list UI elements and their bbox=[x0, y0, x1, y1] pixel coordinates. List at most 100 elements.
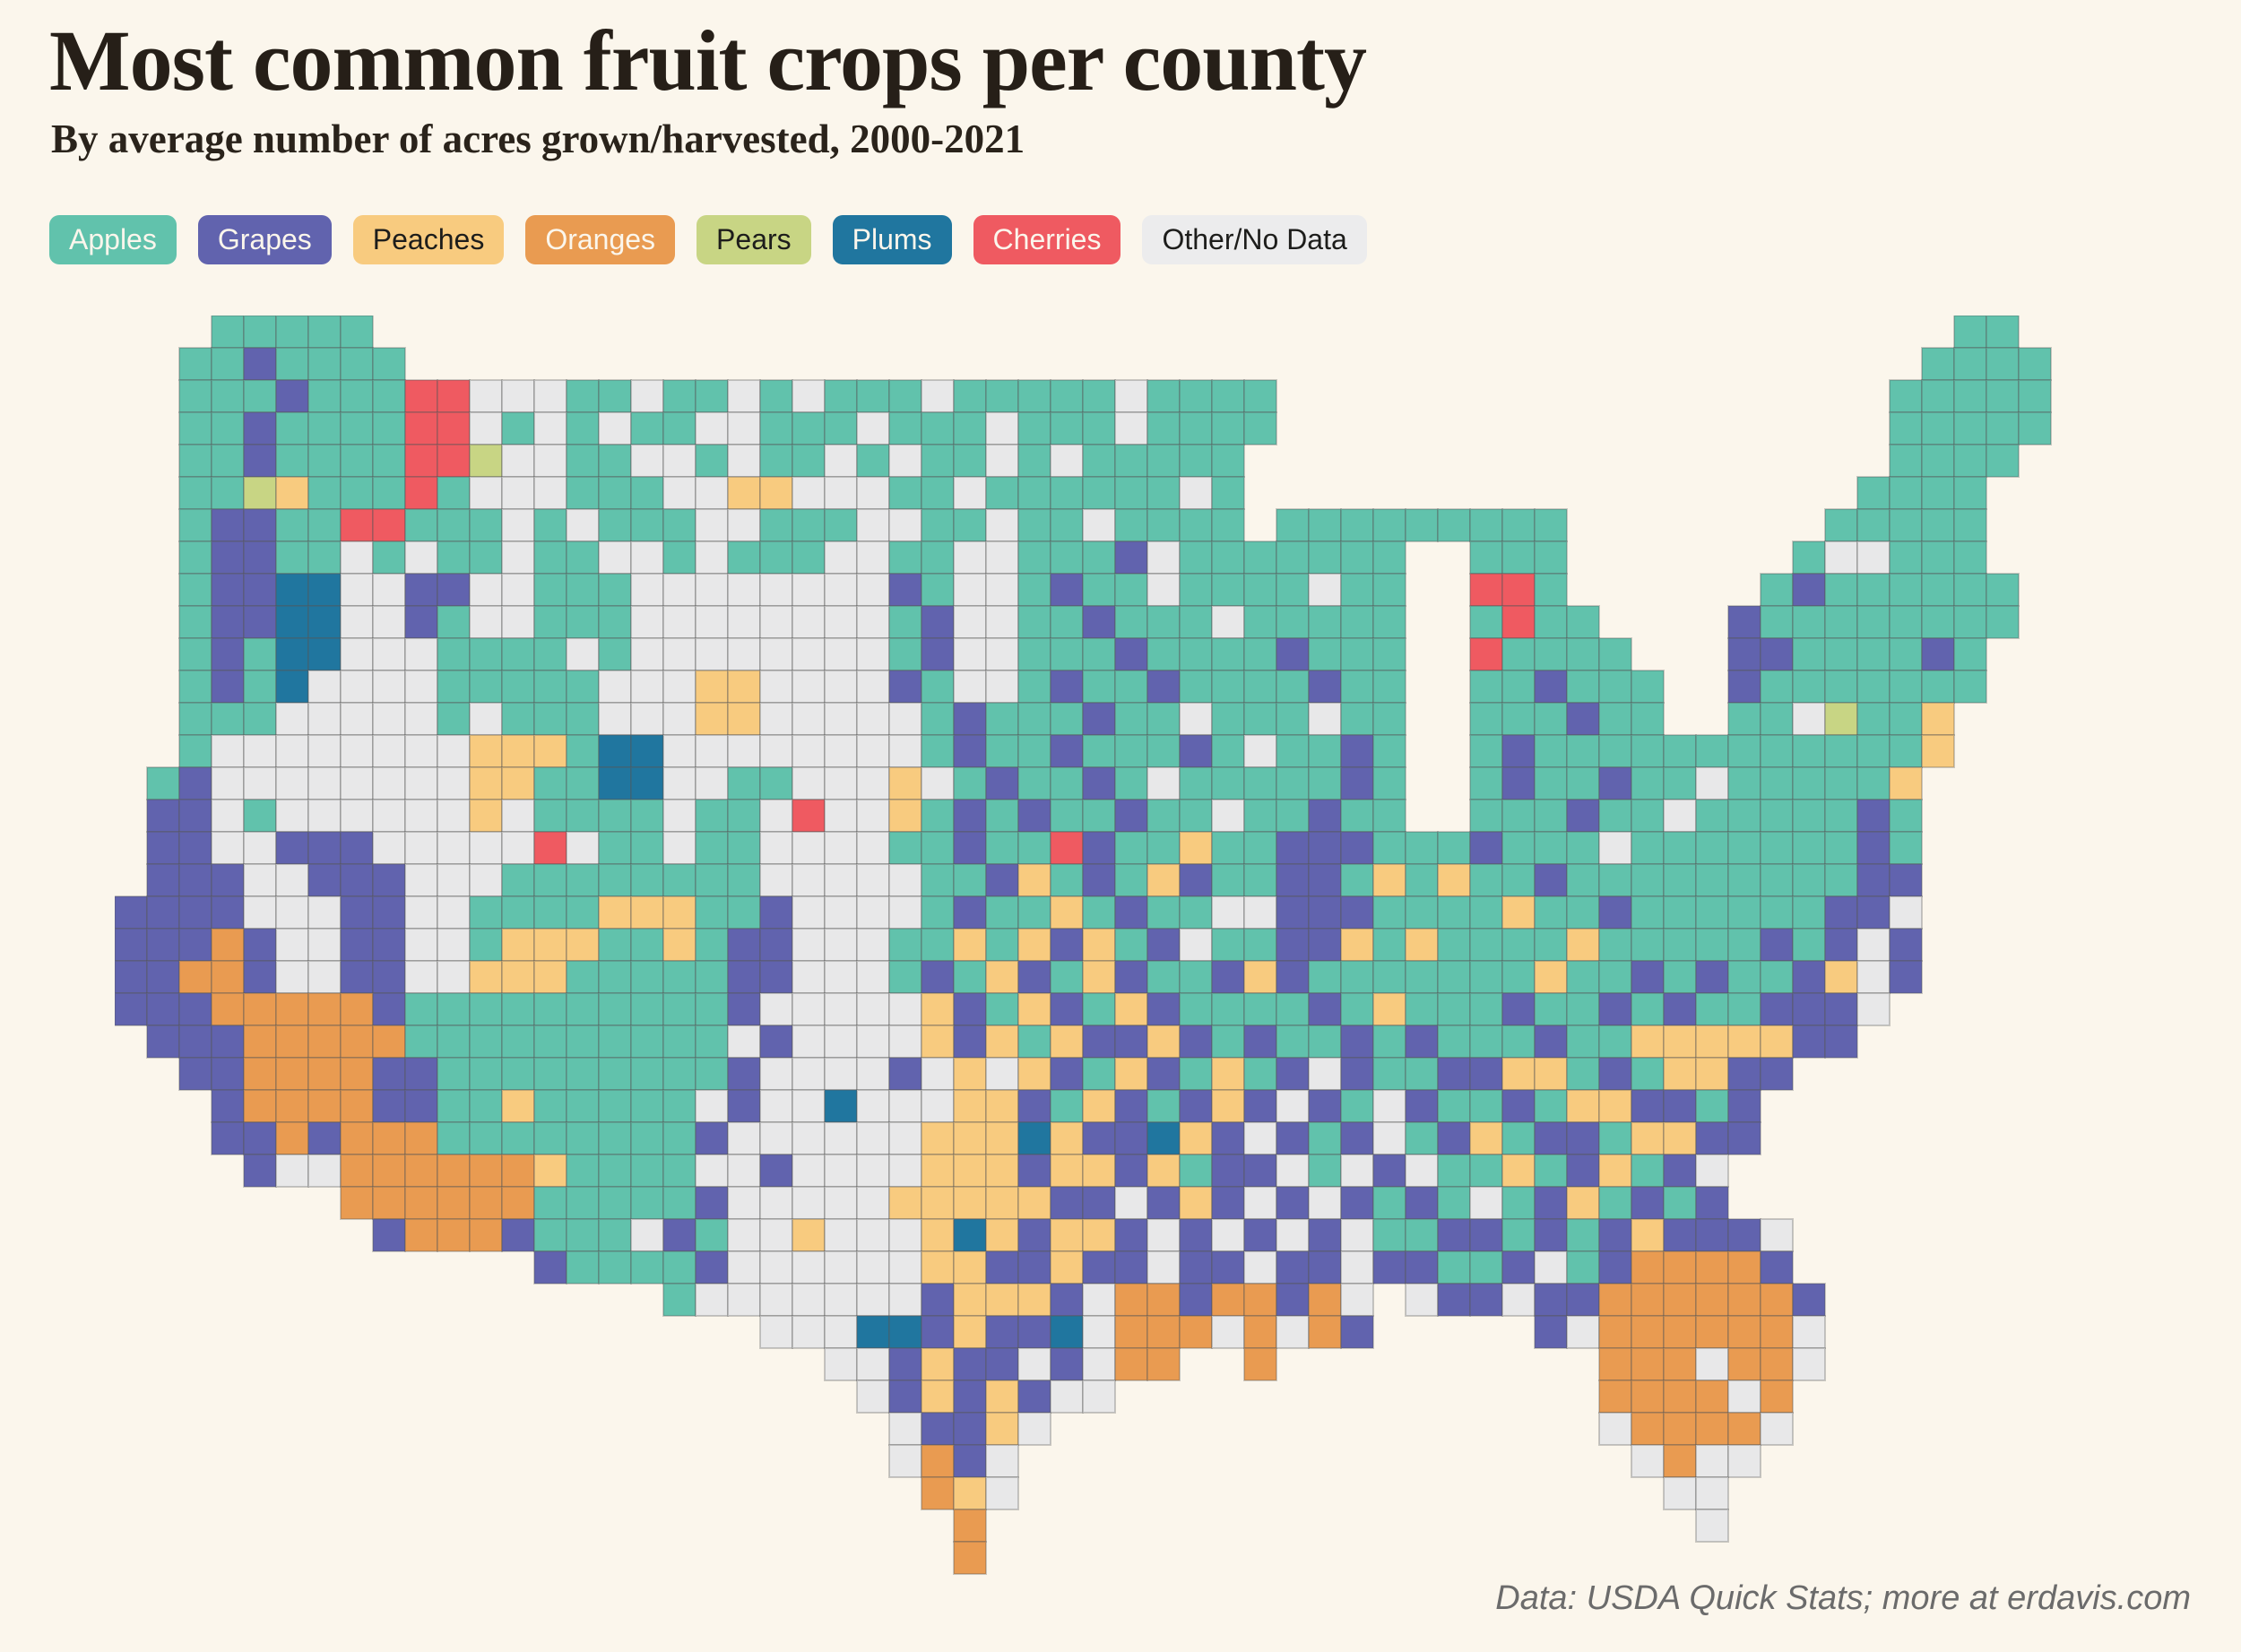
county-cell bbox=[921, 992, 955, 1026]
county-cell bbox=[1792, 1347, 1826, 1381]
county-cell bbox=[1050, 895, 1084, 930]
county-cell bbox=[1340, 895, 1374, 930]
county-cell bbox=[307, 895, 342, 930]
page-subtitle: By average number of acres grown/harvest… bbox=[51, 116, 1025, 161]
county-cell bbox=[921, 928, 955, 962]
county-cell bbox=[1534, 992, 1568, 1026]
county-cell bbox=[404, 1154, 438, 1188]
county-cell bbox=[1308, 508, 1342, 542]
county-cell bbox=[953, 831, 987, 865]
county-cell bbox=[1276, 1218, 1310, 1252]
county-cell bbox=[598, 1089, 632, 1123]
county-cell bbox=[1017, 379, 1051, 413]
county-cell bbox=[856, 734, 890, 768]
county-cell bbox=[824, 1154, 858, 1188]
county-cell bbox=[1050, 734, 1084, 768]
county-cell bbox=[1631, 1347, 1665, 1381]
county-cell bbox=[824, 1025, 858, 1059]
county-cell bbox=[792, 960, 826, 994]
county-cell bbox=[1340, 1025, 1374, 1059]
county-cell bbox=[985, 476, 1019, 510]
county-cell bbox=[824, 1121, 858, 1155]
county-cell bbox=[1050, 766, 1084, 800]
county-cell bbox=[953, 1380, 987, 1414]
county-cell bbox=[1276, 1315, 1310, 1349]
county-cell bbox=[953, 573, 987, 607]
county-cell bbox=[1017, 605, 1051, 639]
county-cell bbox=[1598, 1347, 1632, 1381]
county-cell bbox=[1501, 1154, 1536, 1188]
county-cell bbox=[1372, 605, 1406, 639]
county-cell bbox=[1598, 1250, 1632, 1284]
county-cell bbox=[1243, 831, 1277, 865]
county-cell bbox=[1114, 799, 1148, 833]
county-cell bbox=[888, 831, 922, 865]
county-cell bbox=[1631, 1154, 1665, 1188]
county-cell bbox=[340, 379, 374, 413]
county-cell bbox=[340, 347, 374, 381]
county-cell bbox=[792, 895, 826, 930]
county-cell bbox=[1146, 1025, 1181, 1059]
county-cell bbox=[501, 1121, 535, 1155]
county-cell bbox=[630, 1154, 664, 1188]
county-cell bbox=[566, 1218, 600, 1252]
county-cell bbox=[1921, 411, 1955, 445]
county-cell bbox=[1631, 863, 1665, 897]
county-cell bbox=[1308, 734, 1342, 768]
county-cell bbox=[1469, 766, 1503, 800]
county-cell bbox=[1760, 766, 1794, 800]
county-cell bbox=[340, 1089, 374, 1123]
county-cell bbox=[340, 541, 374, 575]
county-cell bbox=[1953, 379, 1987, 413]
county-cell bbox=[1598, 1025, 1632, 1059]
county-cell bbox=[307, 670, 342, 704]
county-cell bbox=[1792, 1025, 1826, 1059]
county-cell bbox=[1082, 734, 1116, 768]
county-cell bbox=[985, 734, 1019, 768]
county-cell bbox=[824, 928, 858, 962]
county-cell bbox=[1856, 928, 1891, 962]
county-cell bbox=[1405, 960, 1439, 994]
county-cell bbox=[1921, 379, 1955, 413]
county-cell bbox=[824, 863, 858, 897]
county-cell bbox=[1631, 1283, 1665, 1317]
county-cell bbox=[1921, 670, 1955, 704]
county-cell bbox=[243, 1121, 277, 1155]
county-cell bbox=[1469, 1218, 1503, 1252]
county-cell bbox=[1889, 863, 1923, 897]
county-cell bbox=[1146, 895, 1181, 930]
county-cell bbox=[695, 605, 729, 639]
county-cell bbox=[211, 960, 245, 994]
county-cell bbox=[1243, 1186, 1277, 1220]
county-cell bbox=[1017, 960, 1051, 994]
county-cell bbox=[985, 411, 1019, 445]
county-cell bbox=[1243, 992, 1277, 1026]
county-cell bbox=[533, 799, 567, 833]
county-cell bbox=[1760, 1025, 1794, 1059]
county-cell bbox=[1114, 831, 1148, 865]
county-cell bbox=[1986, 411, 2020, 445]
county-cell bbox=[1566, 928, 1600, 962]
county-cell bbox=[1017, 476, 1051, 510]
county-cell bbox=[953, 476, 987, 510]
county-cell bbox=[1179, 734, 1213, 768]
county-cell bbox=[243, 702, 277, 736]
county-cell bbox=[1276, 1186, 1310, 1220]
county-cell bbox=[404, 895, 438, 930]
county-cell bbox=[727, 734, 761, 768]
county-cell bbox=[437, 605, 471, 639]
county-cell bbox=[1695, 960, 1729, 994]
county-cell bbox=[566, 605, 600, 639]
county-cell bbox=[953, 444, 987, 478]
county-cell bbox=[1179, 863, 1213, 897]
county-cell bbox=[372, 831, 406, 865]
county-cell bbox=[1308, 960, 1342, 994]
county-cell bbox=[340, 1025, 374, 1059]
county-cell bbox=[1566, 799, 1600, 833]
county-cell bbox=[824, 895, 858, 930]
county-cell bbox=[533, 508, 567, 542]
county-cell bbox=[1114, 702, 1148, 736]
county-cell bbox=[1308, 895, 1342, 930]
county-cell bbox=[1727, 1283, 1761, 1317]
county-cell bbox=[372, 347, 406, 381]
